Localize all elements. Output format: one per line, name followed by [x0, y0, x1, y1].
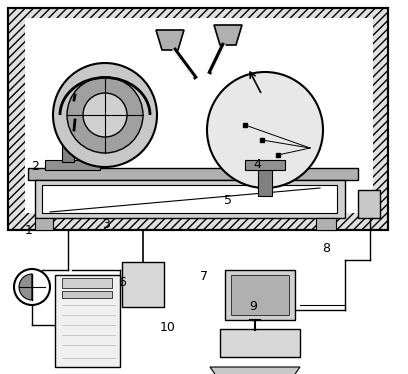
Text: 6: 6	[118, 276, 126, 289]
Circle shape	[207, 72, 323, 188]
Polygon shape	[214, 25, 242, 45]
Polygon shape	[156, 30, 184, 50]
Text: 4: 4	[253, 158, 261, 171]
Bar	[231, 275, 289, 315]
Bar	[28, 168, 358, 180]
Text: 1: 1	[24, 224, 33, 236]
Bar	[8, 8, 388, 230]
Bar	[62, 100, 74, 162]
Bar	[25, 18, 373, 213]
Wedge shape	[19, 274, 32, 300]
Circle shape	[67, 77, 143, 153]
Circle shape	[83, 93, 127, 137]
Bar	[55, 275, 120, 367]
Bar	[62, 278, 112, 288]
Circle shape	[14, 269, 50, 305]
Bar	[358, 190, 380, 218]
Bar	[8, 8, 388, 230]
Bar	[42, 185, 337, 213]
Bar	[45, 160, 100, 170]
Text: 3: 3	[102, 218, 110, 231]
Polygon shape	[210, 367, 300, 374]
Text: 10: 10	[160, 321, 175, 334]
Bar	[35, 218, 53, 230]
Bar	[225, 270, 295, 320]
Bar	[316, 218, 336, 230]
Bar	[62, 291, 112, 298]
Bar	[35, 180, 345, 218]
Text: 9: 9	[249, 300, 257, 313]
Text: 5: 5	[224, 194, 233, 206]
Bar	[122, 262, 164, 307]
Text: 8: 8	[322, 242, 330, 255]
Bar	[245, 160, 285, 170]
Text: 7: 7	[200, 270, 208, 283]
Bar	[220, 329, 300, 357]
Circle shape	[53, 63, 157, 167]
Text: 2: 2	[31, 160, 39, 173]
Bar	[258, 168, 272, 196]
